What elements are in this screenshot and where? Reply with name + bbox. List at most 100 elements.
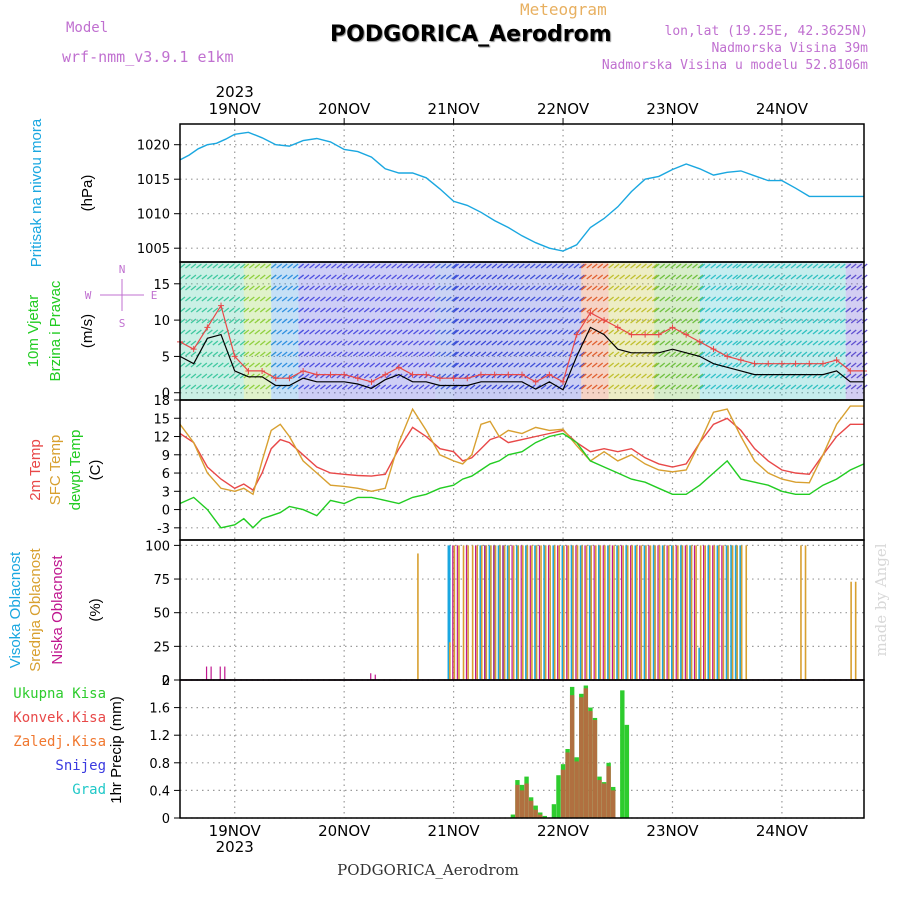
- wind-arrow: [608, 296, 615, 302]
- wind-arrow: [540, 274, 547, 280]
- compass-south: S: [119, 317, 126, 330]
- wind-arrow: [358, 373, 365, 379]
- wind-arrow: [652, 373, 658, 379]
- cloud-bar-1: [599, 545, 602, 680]
- wind-arrow: [325, 263, 332, 269]
- wind-arrow: [341, 296, 348, 302]
- y-tick-label: 6: [162, 467, 170, 482]
- wind-arrow: [535, 373, 542, 379]
- wind-arrow: [303, 351, 310, 357]
- wind-arrow: [320, 274, 326, 280]
- wind-arrow: [535, 307, 542, 313]
- wind-arrow: [320, 285, 326, 291]
- wind-arrow: [303, 274, 310, 280]
- wind-arrow: [336, 285, 343, 291]
- wind-arrow: [396, 274, 403, 280]
- wind-arrow: [768, 340, 775, 346]
- wind-arrow: [540, 340, 547, 346]
- cloud-bar-2: [657, 545, 659, 680]
- wind-arrow: [248, 384, 255, 390]
- wind-arrow: [785, 329, 791, 335]
- wind-arrow: [363, 340, 370, 346]
- wind-arrow: [475, 274, 481, 280]
- wind-arrow: [363, 307, 370, 313]
- wind-arrow: [573, 384, 580, 390]
- wind-arrow: [352, 351, 359, 357]
- bottom-day-label: 21NOV: [428, 822, 481, 840]
- cloud-bar-1: [503, 545, 506, 680]
- wind-arrow: [265, 285, 272, 291]
- wind-arrow: [270, 340, 277, 346]
- wind-arrow: [380, 263, 387, 269]
- wind-arrow: [270, 296, 277, 302]
- cloud-bar-1: [512, 545, 515, 680]
- wind-arrow: [746, 329, 753, 335]
- cloud-bar-1: [731, 545, 734, 680]
- wind-arrow: [374, 263, 381, 269]
- wind-arrow: [817, 307, 824, 313]
- wind-arrow: [287, 329, 294, 335]
- wind-arrow: [562, 318, 569, 324]
- cloud-bar-1: [585, 545, 588, 680]
- gust-marker: [300, 367, 307, 374]
- wind-arrow: [796, 296, 802, 302]
- wind-arrow: [646, 362, 653, 368]
- cloud-bar-2: [370, 673, 372, 680]
- wind-arrow: [785, 351, 791, 357]
- wind-arrow: [424, 351, 430, 357]
- wind-arrow: [248, 296, 255, 302]
- wind-arrow: [314, 329, 321, 335]
- wind-arrow: [546, 351, 553, 357]
- wind-arrow: [314, 263, 321, 269]
- wind-arrow: [385, 340, 392, 346]
- wind-arrow: [254, 340, 261, 346]
- wind-arrow: [529, 351, 536, 357]
- wind-arrow: [451, 329, 458, 335]
- wind-arrow: [254, 274, 261, 280]
- wind-arrow: [726, 373, 733, 379]
- wind-arrow: [828, 274, 835, 280]
- wind-arrow: [309, 274, 315, 280]
- gust-marker: [710, 346, 717, 353]
- wind-arrow: [850, 384, 857, 390]
- wind-arrow: [206, 263, 213, 269]
- wind-arrow: [664, 329, 671, 335]
- gust-marker: [450, 375, 457, 382]
- wind-arrow: [557, 384, 563, 390]
- wind-arrow: [287, 296, 294, 302]
- wind-arrow: [320, 296, 326, 302]
- wind-arrow: [741, 285, 748, 291]
- wind-arrow: [413, 351, 419, 357]
- wind-arrow: [391, 274, 397, 280]
- y-tick-label: 12: [153, 431, 170, 446]
- model-altitude-label: Nadmorska Visina u modelu 52.8106m: [601, 58, 868, 73]
- wind-arrow: [336, 340, 343, 346]
- wind-arrow: [624, 274, 631, 280]
- wind-arrow: [710, 351, 717, 357]
- wind-arrow: [768, 329, 775, 335]
- wind-arrow: [704, 307, 711, 313]
- wind-arrow: [752, 285, 759, 291]
- wind-arrow: [217, 329, 224, 335]
- wind-arrow: [652, 340, 658, 346]
- wind-arrow: [741, 274, 748, 280]
- wind-arrow: [828, 307, 835, 313]
- wind-arrow: [309, 351, 315, 357]
- wind-arrow: [243, 296, 250, 302]
- wind-arrow: [721, 329, 728, 335]
- wind-arrow: [458, 285, 465, 291]
- wind-arrow: [619, 274, 625, 280]
- wind-arrow: [732, 384, 739, 390]
- wind-arrow: [391, 307, 397, 313]
- wind-arrow: [303, 318, 310, 324]
- wind-arrow: [287, 362, 294, 368]
- y-tick-label: -3: [157, 522, 170, 537]
- wind-arrow: [385, 362, 392, 368]
- wind-arrow: [675, 296, 682, 302]
- wind-arrow: [796, 285, 802, 291]
- wind-arrow: [613, 285, 620, 291]
- wind-arrow: [402, 296, 408, 302]
- series-line-temperature-2: [179, 432, 865, 529]
- precip-bar-0: [624, 724, 630, 818]
- wind-arrow: [496, 384, 503, 390]
